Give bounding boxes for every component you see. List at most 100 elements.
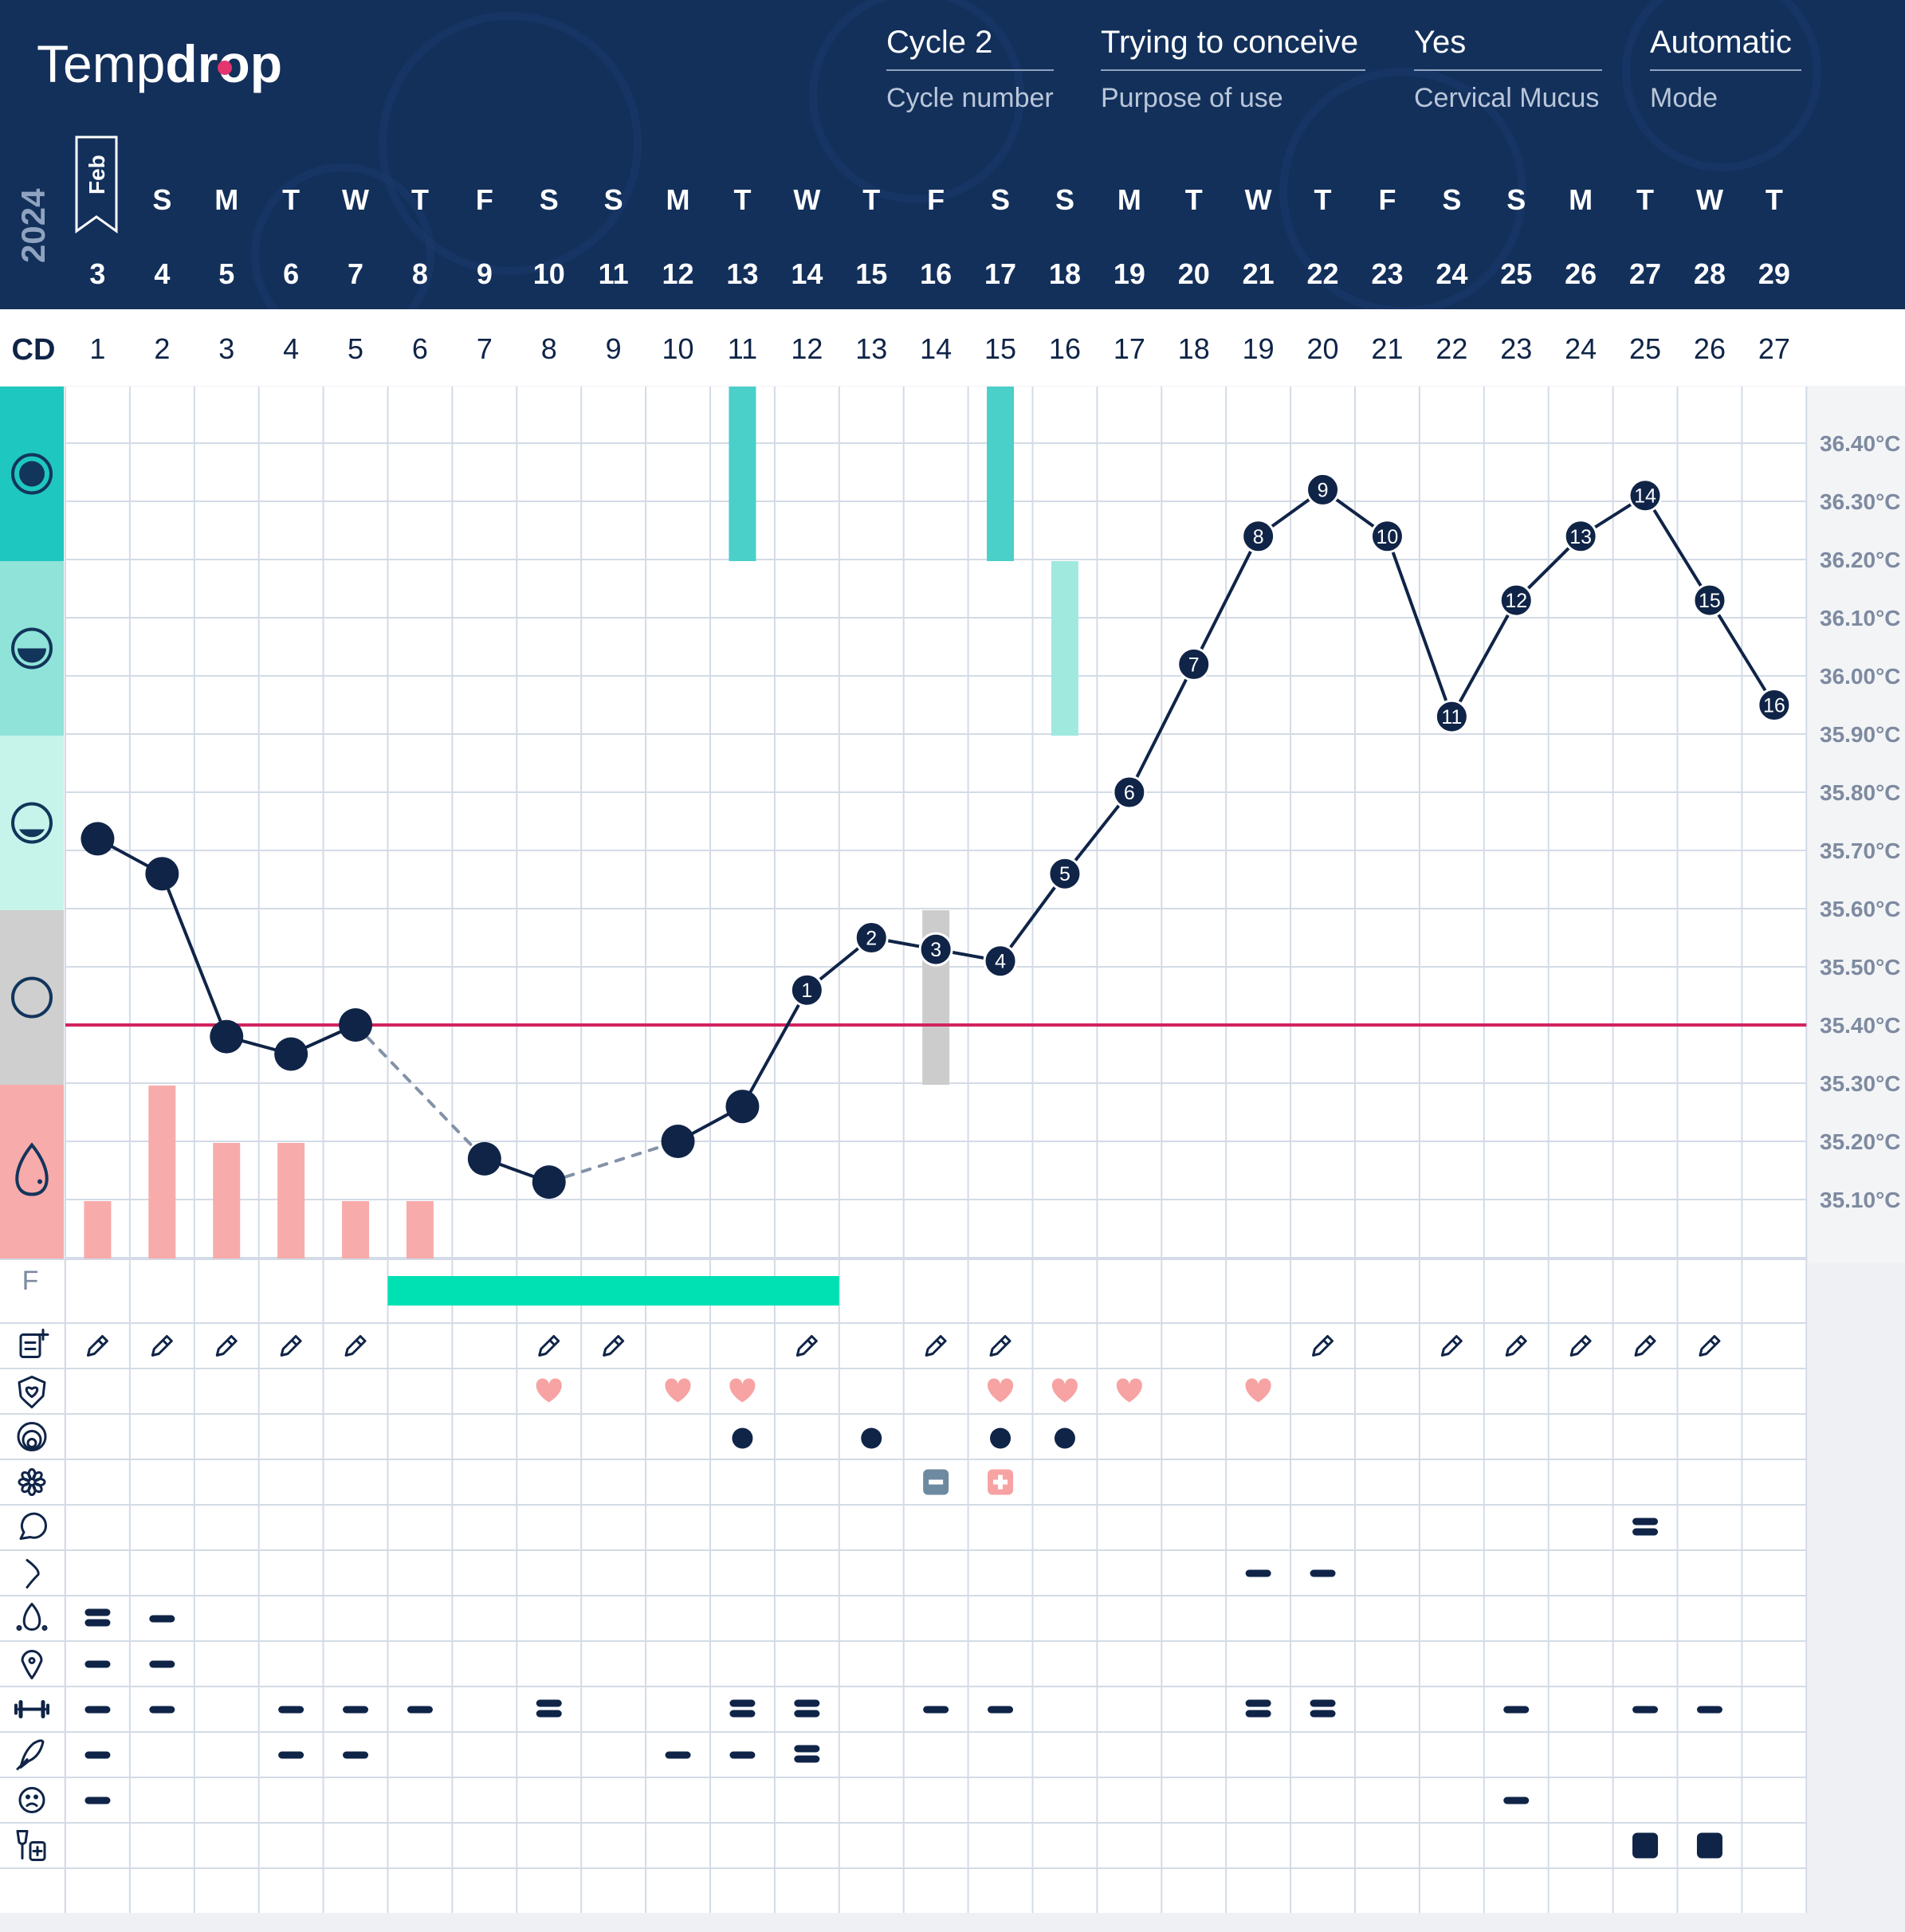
temperature-point-cd-11[interactable] <box>725 1090 760 1124</box>
symptom-mark-1[interactable] <box>729 1751 756 1759</box>
symptom-mark-heart[interactable] <box>1245 1378 1271 1403</box>
temperature-marker[interactable] <box>1241 519 1276 554</box>
temperature-point-cd-12[interactable]: 1 <box>789 972 824 1007</box>
symptom-mark-pencil[interactable] <box>151 1335 173 1357</box>
temperature-point-cd-7[interactable] <box>467 1141 501 1176</box>
symptom-mark-1[interactable] <box>923 1706 949 1714</box>
symptom-mark-pencil[interactable] <box>1699 1335 1721 1357</box>
temperature-marker[interactable] <box>1563 519 1598 554</box>
symptom-mark-pencil[interactable] <box>280 1335 302 1357</box>
symptom-mark-pencil[interactable] <box>1634 1335 1656 1357</box>
symptom-mark-heart[interactable] <box>729 1378 756 1403</box>
symptom-mark-1[interactable] <box>149 1615 175 1623</box>
symptom-mark-1[interactable] <box>1310 1569 1336 1577</box>
temperature-marker[interactable] <box>1369 519 1404 554</box>
symptom-mark-pencil[interactable] <box>86 1335 108 1357</box>
temperature-marker[interactable] <box>1112 775 1147 810</box>
symptom-mark-square[interactable] <box>1696 1832 1722 1859</box>
temperature-marker[interactable] <box>918 932 953 967</box>
temperature-point-cd-21[interactable]: 10 <box>1369 519 1404 554</box>
temperature-marker[interactable] <box>1434 699 1469 734</box>
temperature-marker[interactable] <box>467 1141 501 1176</box>
symptom-mark-heart[interactable] <box>665 1378 691 1403</box>
symptom-mark-pencil[interactable] <box>1312 1335 1334 1357</box>
temperature-marker[interactable] <box>274 1037 308 1071</box>
temperature-marker[interactable] <box>210 1019 244 1054</box>
temperature-point-cd-15[interactable]: 4 <box>983 944 1018 979</box>
symptom-mark-pencil[interactable] <box>989 1335 1011 1357</box>
symptom-mark-1[interactable] <box>988 1706 1014 1714</box>
symptom-mark-square[interactable] <box>1632 1832 1659 1859</box>
symptom-mark-dot[interactable] <box>732 1427 753 1449</box>
symptom-mark-minus[interactable] <box>923 1469 949 1495</box>
temperature-point-cd-1[interactable] <box>81 822 115 856</box>
symptom-mark-1[interactable] <box>278 1751 304 1759</box>
symptom-mark-1[interactable] <box>84 1797 111 1804</box>
symptom-mark-pencil[interactable] <box>1569 1335 1592 1357</box>
symptom-mark-pencil[interactable] <box>1505 1335 1527 1357</box>
symptom-mark-plus[interactable] <box>988 1469 1014 1495</box>
symptom-mark-2[interactable] <box>1310 1699 1336 1718</box>
symptom-mark-pencil[interactable] <box>538 1335 560 1357</box>
temperature-marker[interactable] <box>81 822 115 856</box>
symptom-mark-pencil[interactable] <box>1440 1335 1463 1357</box>
temperature-point-cd-17[interactable]: 6 <box>1112 775 1147 810</box>
temperature-marker[interactable] <box>1306 472 1341 507</box>
temperature-point-cd-24[interactable]: 13 <box>1563 519 1598 554</box>
temperature-marker[interactable] <box>725 1090 760 1124</box>
temperature-marker[interactable] <box>145 857 179 891</box>
symptom-mark-pencil[interactable] <box>215 1335 238 1357</box>
temperature-point-cd-19[interactable]: 8 <box>1241 519 1276 554</box>
symptom-mark-2[interactable] <box>1632 1518 1659 1536</box>
symptom-mark-1[interactable] <box>665 1751 691 1759</box>
temperature-marker[interactable] <box>532 1165 566 1200</box>
symptom-mark-pencil[interactable] <box>603 1335 625 1357</box>
temperature-marker[interactable] <box>1498 583 1534 618</box>
temperature-point-cd-16[interactable]: 5 <box>1047 856 1082 891</box>
temperature-point-cd-5[interactable] <box>339 1008 373 1042</box>
temperature-point-cd-20[interactable]: 9 <box>1306 472 1341 507</box>
symptom-mark-1[interactable] <box>343 1751 369 1759</box>
symptom-mark-2[interactable] <box>1245 1699 1271 1718</box>
symptom-mark-1[interactable] <box>84 1660 111 1668</box>
symptom-mark-2[interactable] <box>729 1699 756 1718</box>
symptom-mark-heart[interactable] <box>536 1378 562 1403</box>
symptom-mark-1[interactable] <box>84 1706 111 1714</box>
temperature-marker[interactable] <box>789 972 824 1007</box>
temperature-marker[interactable] <box>983 944 1018 979</box>
symptom-mark-2[interactable] <box>794 1745 820 1763</box>
temperature-point-cd-23[interactable]: 12 <box>1498 583 1534 618</box>
temperature-point-cd-26[interactable]: 15 <box>1692 583 1727 618</box>
symptom-mark-1[interactable] <box>1245 1569 1271 1577</box>
temperature-point-cd-18[interactable]: 7 <box>1176 646 1212 681</box>
symptom-mark-pencil[interactable] <box>344 1335 367 1357</box>
symptom-mark-dot[interactable] <box>1054 1427 1075 1449</box>
symptom-mark-2[interactable] <box>84 1608 111 1627</box>
temperature-point-cd-27[interactable]: 16 <box>1757 688 1792 722</box>
symptom-mark-2[interactable] <box>794 1699 820 1718</box>
symptom-mark-1[interactable] <box>407 1706 433 1714</box>
temperature-marker[interactable] <box>1628 478 1663 513</box>
symptom-mark-2[interactable] <box>536 1699 562 1718</box>
symptom-mark-dot[interactable] <box>990 1427 1011 1449</box>
temperature-marker[interactable] <box>1176 646 1212 681</box>
symptom-mark-heart[interactable] <box>1051 1378 1078 1403</box>
temperature-point-cd-13[interactable]: 2 <box>854 921 889 955</box>
symptom-mark-heart[interactable] <box>1116 1378 1142 1403</box>
symptom-mark-1[interactable] <box>149 1660 175 1668</box>
symptom-mark-1[interactable] <box>84 1751 111 1759</box>
temperature-point-cd-8[interactable] <box>532 1165 566 1200</box>
symptom-mark-1[interactable] <box>1503 1706 1530 1714</box>
symptom-mark-pencil[interactable] <box>925 1335 947 1357</box>
symptom-mark-1[interactable] <box>1503 1797 1530 1804</box>
symptom-mark-dot[interactable] <box>861 1427 882 1449</box>
temperature-point-cd-2[interactable] <box>145 857 179 891</box>
temperature-marker[interactable] <box>854 921 889 955</box>
temperature-point-cd-14[interactable]: 3 <box>918 932 953 967</box>
temperature-marker[interactable] <box>1692 583 1727 618</box>
temperature-point-cd-3[interactable] <box>210 1019 244 1054</box>
symptom-mark-1[interactable] <box>1696 1706 1722 1714</box>
temperature-marker[interactable] <box>1757 688 1792 722</box>
temperature-point-cd-22[interactable]: 11 <box>1434 699 1469 734</box>
symptom-mark-heart[interactable] <box>988 1378 1014 1403</box>
